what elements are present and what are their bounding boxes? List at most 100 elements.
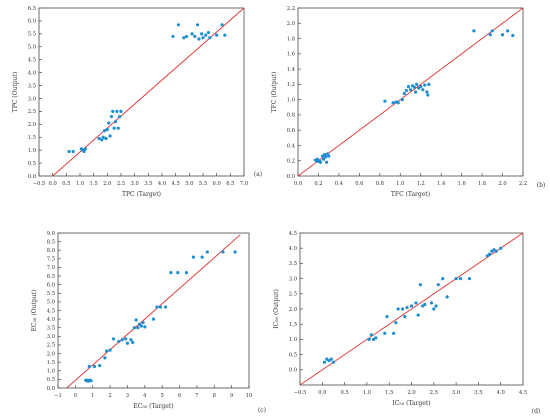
x-tick-label: 0.5 [340,390,348,396]
data-point [383,331,387,335]
x-tick-label: 1.4 [437,181,446,187]
data-point [108,348,112,352]
y-tick-label: 0.8 [287,113,295,119]
data-point [190,32,194,36]
data-point [490,249,494,253]
x-tick-label: 2.2 [519,181,527,187]
x-axis-label: TFC (Target) [391,191,430,198]
data-point [383,99,387,103]
data-point [89,379,93,383]
data-point [67,149,71,154]
data-point [118,114,122,119]
data-point [396,101,400,105]
data-point [164,305,168,309]
data-point [454,277,458,281]
y-tick-label: 2.5 [28,109,36,115]
data-point [119,109,123,113]
plot-frame [297,7,524,177]
data-point [369,333,373,337]
x-tick-label: 1.8 [478,181,486,187]
data-point [400,98,404,102]
x-tick-label: 2 [108,393,111,399]
data-point [111,109,115,113]
data-point [176,271,180,275]
y-tick-label: 1.5 [289,322,297,328]
data-point [445,295,449,299]
data-point [423,302,427,307]
panel-label: (a) [254,171,262,178]
data-point [131,340,135,344]
x-tick-label: 0.0 [318,390,326,396]
data-point [195,23,200,27]
data-point [185,34,189,39]
y-tick-label: 3.0 [47,334,55,340]
data-point [155,305,159,309]
y-tick-label: 0.5 [47,377,55,383]
scatter-panel-3: −1 0 1 2 3 4 5 6 7 8 9 10 0.0 0.5 1.0 1.5 2.0 2.5 3.0 3.5 4.… [31,231,266,414]
data-point [404,88,409,93]
data-point [432,307,436,311]
x-tick-label: 4.5 [519,390,527,396]
x-tick-label: 1.5 [90,181,98,187]
data-point [487,252,492,256]
data-point [423,83,427,87]
y-tick-label: 4.5 [47,308,55,314]
data-point [206,30,211,35]
x-tick-label: 1.0 [76,181,84,187]
data-point [494,249,498,253]
y-tick-label: 1.6 [287,52,295,58]
y-tick-label: 3.0 [289,276,297,282]
x-tick-label: 0.0 [49,181,57,187]
data-point [434,304,438,308]
data-point [200,255,204,259]
y-tick-label: 3.5 [28,83,36,89]
data-point [396,307,400,311]
data-point [325,160,329,164]
y-tick-label: 2.0 [289,307,297,313]
data-point [416,313,420,317]
x-tick-label: 6.5 [226,181,234,187]
data-point [184,271,189,275]
x-tick-label: 3.5 [474,390,482,396]
data-point [193,34,197,39]
data-point [115,109,119,113]
data-point [105,349,109,353]
y-tick-label: 6.0 [28,19,36,25]
x-tick-label: 8 [213,393,216,399]
data-point [109,114,114,119]
data-point [71,149,75,154]
data-point [426,93,430,97]
y-tick-label: 5.0 [28,45,36,51]
x-tick-label: 3.0 [131,181,139,187]
y-tick-label: 2.5 [47,343,55,349]
x-axis-label: TPC (Target) [122,191,161,198]
data-point [472,29,476,33]
data-point [506,29,510,33]
y-axis-label: EC₅₀ (Output) [31,290,38,332]
fit-line [300,233,523,385]
data-point [414,301,418,305]
x-tick-label: 3.0 [452,390,460,396]
x-tick-label: 0.4 [335,181,344,187]
data-point [220,23,224,27]
data-point [215,33,219,37]
data-point [176,23,180,27]
data-point [92,364,97,369]
data-point [458,277,463,281]
y-axis-label: TPC (Output) [12,72,19,113]
data-point [490,29,494,33]
y-tick-label: 1.5 [47,360,55,366]
x-tick-label: 2.0 [407,390,415,396]
data-point [421,304,425,308]
panel-label: (c) [258,407,266,414]
y-tick-label: 1.0 [47,369,55,375]
x-tick-label: 0.5 [62,181,70,187]
data-point [425,90,429,94]
data-point [385,315,389,319]
scatter-panel-4: −0.5 0.0 0.5 1.0 1.5 2.0 2.5 3.0 3.5 4.0 4.5 0.0 0.5… [273,231,540,415]
data-point [103,356,107,360]
data-point [329,357,333,361]
x-tick-label: 2.5 [117,181,125,187]
fit-line [66,234,241,388]
